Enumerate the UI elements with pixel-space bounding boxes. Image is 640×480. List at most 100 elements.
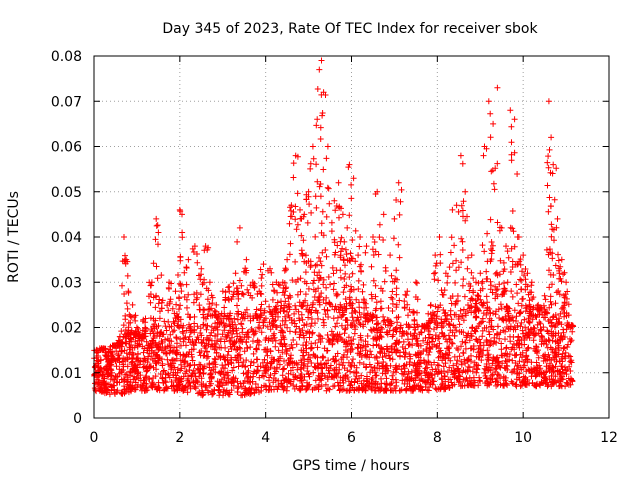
data-point xyxy=(556,267,563,274)
data-point xyxy=(279,279,286,286)
data-point xyxy=(565,375,572,382)
data-point xyxy=(496,281,503,288)
data-point xyxy=(322,381,329,388)
data-point xyxy=(150,364,157,371)
data-point xyxy=(288,213,295,220)
data-point xyxy=(548,221,555,228)
data-point xyxy=(140,382,147,389)
data-point xyxy=(216,369,223,376)
data-point xyxy=(225,348,232,355)
data-point xyxy=(330,286,337,293)
data-point xyxy=(345,359,352,366)
data-point xyxy=(230,364,237,371)
data-point xyxy=(323,294,330,301)
data-point xyxy=(567,353,574,360)
data-point xyxy=(155,300,162,307)
data-point xyxy=(435,277,442,284)
data-point xyxy=(565,312,572,319)
data-point xyxy=(247,362,254,369)
data-point xyxy=(234,333,241,340)
data-point xyxy=(414,280,420,287)
data-point xyxy=(267,347,274,354)
data-point xyxy=(458,329,465,335)
x-tick-label: 10 xyxy=(514,430,532,446)
data-point xyxy=(112,373,119,380)
data-point xyxy=(372,372,379,379)
data-point xyxy=(337,252,344,259)
data-point xyxy=(480,342,487,349)
data-point xyxy=(194,294,201,301)
data-point xyxy=(524,270,531,277)
data-point xyxy=(119,390,126,397)
data-point xyxy=(357,234,364,240)
data-point xyxy=(334,242,341,249)
data-point xyxy=(234,353,241,359)
data-point xyxy=(561,344,568,351)
data-point xyxy=(325,185,332,192)
data-point xyxy=(393,285,400,292)
data-point xyxy=(498,340,505,347)
data-point xyxy=(331,306,338,313)
data-point xyxy=(290,209,297,215)
data-point xyxy=(363,312,370,319)
data-point xyxy=(546,376,553,383)
data-point xyxy=(314,86,321,92)
data-point xyxy=(181,387,187,393)
data-point xyxy=(513,318,519,324)
data-point xyxy=(331,374,338,381)
data-point xyxy=(522,266,529,272)
data-point xyxy=(396,297,403,304)
data-point xyxy=(548,372,555,379)
data-point xyxy=(316,301,323,308)
data-point xyxy=(391,346,398,353)
data-point xyxy=(541,309,548,316)
data-point xyxy=(197,365,204,372)
data-point xyxy=(338,322,345,329)
data-point xyxy=(544,159,551,166)
data-point xyxy=(314,309,321,316)
data-point xyxy=(157,371,164,377)
data-point xyxy=(229,367,236,374)
data-point xyxy=(174,340,180,347)
data-point xyxy=(179,328,186,335)
data-point xyxy=(124,272,131,279)
data-point xyxy=(153,263,160,270)
data-point xyxy=(518,302,525,309)
data-point xyxy=(200,370,207,376)
data-point xyxy=(562,349,569,356)
data-point xyxy=(569,328,576,335)
data-point xyxy=(232,270,239,277)
data-point xyxy=(524,376,531,383)
data-point xyxy=(453,267,460,274)
data-point xyxy=(344,387,351,394)
data-point xyxy=(205,287,212,294)
data-point xyxy=(275,347,282,354)
data-point xyxy=(497,257,504,264)
data-point xyxy=(191,243,198,250)
data-point xyxy=(152,236,159,243)
data-point xyxy=(316,293,323,300)
data-point xyxy=(405,341,412,348)
data-point xyxy=(267,326,274,333)
data-point xyxy=(177,336,184,343)
data-point xyxy=(373,321,380,328)
data-point xyxy=(174,369,181,376)
data-point xyxy=(341,351,347,358)
data-point xyxy=(191,313,198,320)
data-point xyxy=(488,323,495,330)
data-point xyxy=(329,264,336,271)
data-point xyxy=(487,337,494,344)
data-point xyxy=(140,358,147,365)
data-point xyxy=(179,234,186,241)
data-point xyxy=(173,334,180,341)
data-point xyxy=(392,275,399,282)
data-point xyxy=(437,251,444,258)
data-point xyxy=(279,328,286,335)
data-point xyxy=(393,365,400,372)
data-point xyxy=(460,376,467,383)
data-point xyxy=(460,367,467,374)
data-point xyxy=(337,267,344,274)
data-point xyxy=(94,357,101,364)
data-point xyxy=(501,291,508,297)
data-point xyxy=(398,366,405,373)
